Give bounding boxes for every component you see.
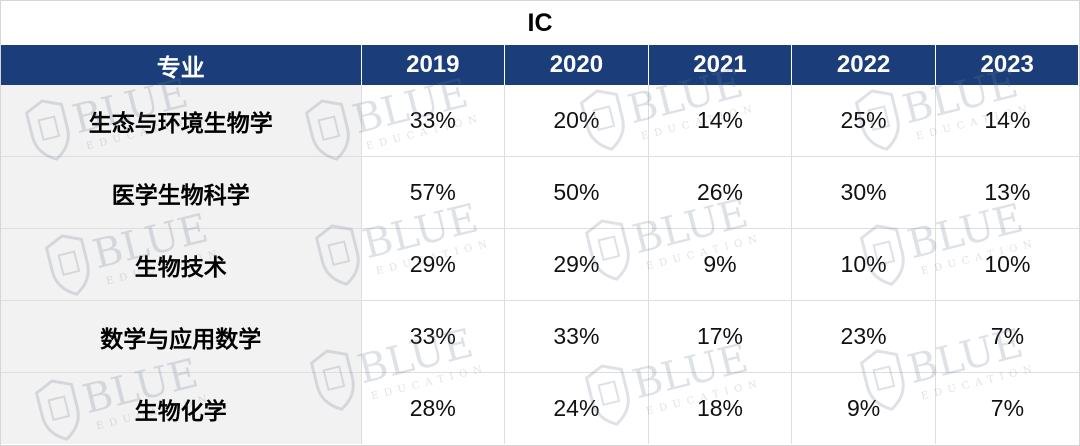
header-year: 2019	[360, 45, 506, 85]
major-cell: 生物技术	[1, 228, 361, 301]
header-year: 2022	[791, 45, 936, 85]
major-cell: 生物化学	[1, 372, 361, 444]
table-row: 生物技术 29% 29% 9% 10% 10%	[1, 228, 1079, 301]
admission-rate-table: 专业 2019 2020 2021 2022 2023 生态与环境生物学 33%…	[1, 45, 1079, 444]
rate-cell: 29%	[504, 228, 649, 301]
table-row: 数学与应用数学 33% 33% 17% 23% 7%	[1, 300, 1079, 373]
rate-cell: 17%	[647, 300, 792, 373]
rate-cell: 26%	[647, 156, 792, 229]
rate-cell: 10%	[791, 228, 936, 301]
rate-cell: 33%	[504, 300, 649, 373]
header-year: 2020	[504, 45, 649, 85]
rate-cell: 14%	[647, 85, 792, 157]
table-row: 生物化学 28% 24% 18% 9% 7%	[1, 372, 1079, 444]
rate-cell: 9%	[647, 228, 792, 301]
table-row: 医学生物科学 57% 50% 26% 30% 13%	[1, 156, 1079, 229]
rate-cell: 57%	[360, 156, 505, 229]
rate-cell: 50%	[504, 156, 649, 229]
rate-cell: 13%	[934, 156, 1079, 229]
rate-cell: 7%	[934, 300, 1079, 373]
rate-cell: 14%	[934, 85, 1079, 157]
rate-cell: 33%	[360, 300, 505, 373]
header-year: 2021	[647, 45, 793, 85]
rate-cell: 24%	[504, 372, 649, 444]
rate-cell: 9%	[791, 372, 936, 444]
rate-cell: 33%	[360, 85, 505, 157]
rate-cell: 20%	[504, 85, 649, 157]
rate-cell: 28%	[360, 372, 505, 444]
rate-cell: 30%	[791, 156, 936, 229]
rate-cell: 10%	[934, 228, 1079, 301]
rate-cell: 23%	[791, 300, 936, 373]
major-cell: 生态与环境生物学	[1, 85, 361, 157]
rate-cell: 25%	[791, 85, 936, 157]
table-title: IC	[1, 1, 1079, 45]
rate-cell: 29%	[360, 228, 505, 301]
table-row: 生态与环境生物学 33% 20% 14% 25% 14%	[1, 85, 1079, 157]
rate-cell: 18%	[647, 372, 792, 444]
major-cell: 医学生物科学	[1, 156, 361, 229]
major-cell: 数学与应用数学	[1, 300, 361, 373]
rate-cell: 7%	[934, 372, 1079, 444]
header-row: 专业 2019 2020 2021 2022 2023	[1, 45, 1079, 85]
header-major: 专业	[1, 45, 362, 85]
header-year: 2023	[934, 45, 1079, 85]
